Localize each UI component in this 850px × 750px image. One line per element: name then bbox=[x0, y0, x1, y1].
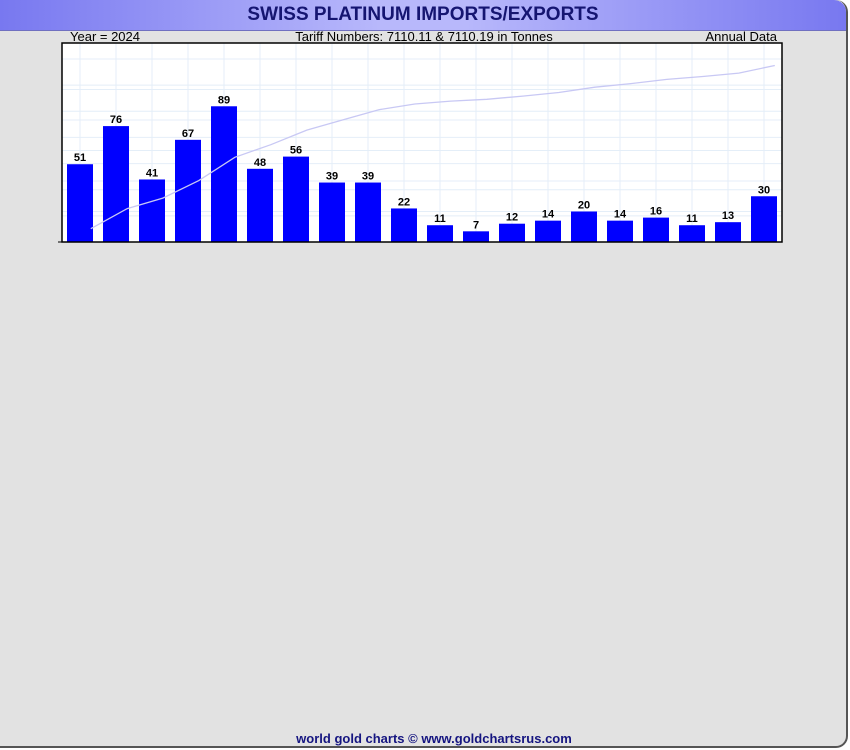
[object SVGGElement]: 56 bbox=[290, 145, 302, 157]
bar-2010 bbox=[247, 168, 273, 242]
[object SVGGElement]: 22 bbox=[398, 196, 410, 208]
bar-2015 bbox=[427, 225, 453, 242]
title-bar: SWISS PLATINUM IMPORTS/EXPORTS bbox=[0, 0, 846, 31]
bar-2011 bbox=[283, 156, 309, 242]
bar-2017 bbox=[499, 223, 525, 242]
[object SVGGElement]: 14 bbox=[614, 209, 627, 221]
[object SVGGElement]: 39 bbox=[362, 171, 374, 183]
[object SVGGElement]: 76 bbox=[110, 114, 122, 126]
bar-2014 bbox=[391, 208, 417, 242]
[object SVGGElement]: 11 bbox=[686, 213, 698, 225]
bar-2005 bbox=[67, 164, 93, 242]
[object SVGGElement]: 67 bbox=[182, 128, 194, 140]
[object SVGGElement]: 14 bbox=[542, 209, 555, 221]
plot-frame bbox=[61, 42, 783, 243]
footer-credit: world gold charts © www.goldchartsrus.co… bbox=[295, 731, 572, 746]
plot-background bbox=[62, 43, 782, 242]
[object SVGGElement]: 16 bbox=[650, 206, 662, 218]
bar-2023 bbox=[715, 222, 741, 242]
[object SVGGElement]: 11 bbox=[434, 213, 446, 225]
bar-2012 bbox=[319, 182, 345, 242]
[object SVGGElement]: 13 bbox=[722, 210, 734, 222]
bar-2006 bbox=[103, 126, 129, 242]
[object SVGGElement]: 30 bbox=[758, 184, 770, 196]
bar-2007 bbox=[139, 179, 165, 242]
panel-imports bbox=[58, 42, 783, 243]
bar-2013 bbox=[355, 182, 381, 242]
bar-2022 bbox=[679, 225, 705, 242]
frequency-label: Annual Data bbox=[705, 29, 777, 44]
[object SVGGElement]: 41 bbox=[146, 167, 158, 179]
bar-2018 bbox=[535, 220, 561, 242]
bar-2020 bbox=[607, 220, 633, 242]
[object SVGGElement]: 89 bbox=[218, 94, 230, 106]
[object SVGGElement]: 51 bbox=[74, 152, 86, 164]
bar-2009 bbox=[211, 106, 237, 243]
[object SVGGElement]: 39 bbox=[326, 171, 338, 183]
bar-2016 bbox=[463, 231, 489, 242]
year-label: Year = 2024 bbox=[70, 29, 140, 44]
bar-2019 bbox=[571, 211, 597, 242]
[object SVGGElement]: 12 bbox=[506, 212, 518, 224]
chart-title: SWISS PLATINUM IMPORTS/EXPORTS bbox=[247, 4, 599, 25]
cumulative-line bbox=[90, 64, 775, 230]
[object SVGGElement]: 20 bbox=[578, 200, 590, 212]
bar-2024 bbox=[751, 196, 777, 242]
tariff-label: Tariff Numbers: 7110.11 & 7110.19 in Ton… bbox=[295, 29, 553, 44]
[object SVGGElement]: 7 bbox=[473, 219, 479, 231]
[object SVGGElement]: 48 bbox=[254, 157, 266, 169]
bar-2021 bbox=[643, 217, 669, 242]
bar-2008 bbox=[175, 139, 201, 242]
